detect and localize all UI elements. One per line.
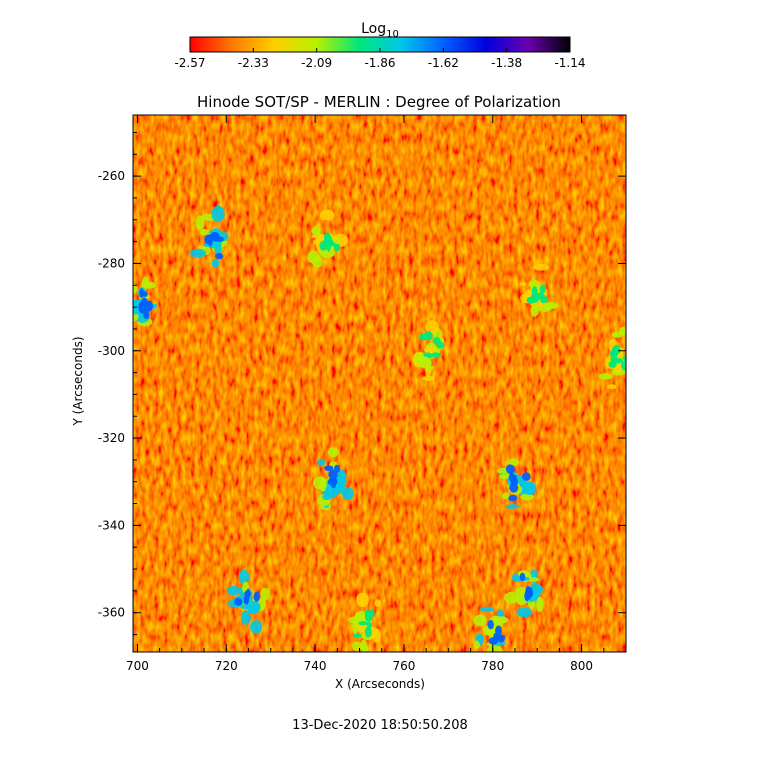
x-axis: 700 720 740 760 780 800 [126, 115, 627, 673]
colorbar-tick-label: -1.86 [364, 56, 395, 70]
heatmap-feature [190, 205, 229, 268]
colorbar-tick-label: -1.62 [428, 56, 459, 70]
y-tick-label: -280 [98, 256, 125, 270]
heatmap-feature [348, 592, 382, 652]
y-tick-label: -320 [98, 431, 125, 445]
heatmap-feature [504, 569, 544, 618]
colorbar-tick-label: -1.38 [491, 56, 522, 70]
colorbar-ticks: -2.57 -2.33 -2.09 -1.86 -1.62 -1.38 -1.14 [174, 48, 586, 70]
heatmap-features [133, 205, 626, 652]
y-tick-label: -260 [98, 169, 125, 183]
y-tick-label: -340 [98, 518, 125, 532]
heatmap-feature [473, 606, 509, 652]
x-tick-label: 720 [215, 659, 238, 673]
timestamp: 13-Dec-2020 18:50:50.208 [292, 718, 468, 733]
y-tick-label: -360 [98, 606, 125, 620]
colorbar-tick-label: -2.09 [301, 56, 332, 70]
y-tick-label: -300 [98, 344, 125, 358]
x-tick-label: 760 [392, 659, 415, 673]
heatmap-feature [496, 458, 537, 509]
heatmap-feature [307, 209, 349, 268]
heatmap-texture [133, 115, 626, 652]
colorbar-tick-label: -2.33 [238, 56, 269, 70]
heatmap-feature [133, 276, 158, 327]
x-tick-label: 780 [481, 659, 504, 673]
colorbar-tick-label: -1.14 [554, 56, 585, 70]
y-axis: -260 -280 -300 -320 -340 -360 [98, 131, 626, 636]
plot-frame [132, 114, 627, 653]
heatmap [133, 115, 626, 652]
heatmap-feature [412, 320, 445, 381]
chart-title: Hinode SOT/SP - MERLIN : Degree of Polar… [197, 93, 561, 111]
heatmap-feature [312, 447, 354, 511]
heatmap-feature [598, 326, 626, 390]
x-tick-label: 800 [570, 659, 593, 673]
heatmap-feature [519, 263, 559, 317]
colorbar-tick-label: -2.57 [174, 56, 205, 70]
heatmap-feature [226, 569, 270, 634]
x-tick-label: 740 [304, 659, 327, 673]
x-axis-label: X (Arcseconds) [335, 677, 425, 691]
colorbar-label: Log10 [361, 21, 399, 40]
y-axis-label: Y (Arcseconds) [71, 336, 85, 426]
x-tick-label: 700 [126, 659, 149, 673]
